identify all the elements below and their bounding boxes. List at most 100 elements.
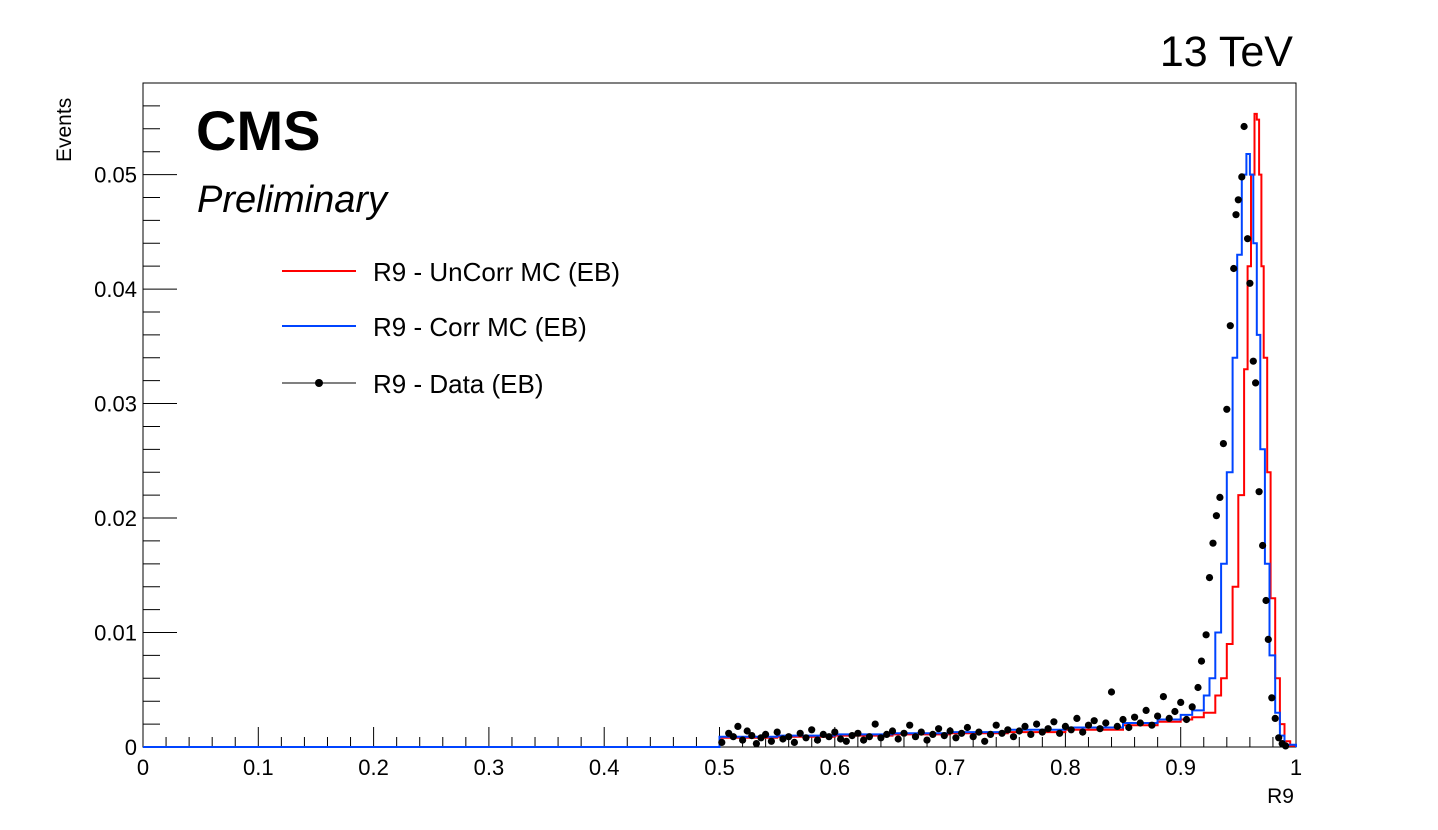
data-point: [1216, 493, 1224, 501]
data-point: [752, 740, 761, 748]
y-tick-label: 0.04: [94, 277, 137, 302]
data-point: [1009, 733, 1018, 741]
data-point: [1244, 235, 1252, 243]
data-point: [998, 729, 1006, 737]
data-point: [739, 736, 747, 744]
data-point: [1275, 734, 1283, 742]
data-point: [831, 728, 839, 736]
data-point: [946, 727, 954, 735]
legend-marker-data: [315, 379, 323, 387]
data-point: [1050, 718, 1058, 726]
data-point: [1165, 714, 1173, 723]
data-point: [790, 738, 799, 747]
legend-label-data: R9 - Data (EB): [373, 369, 544, 399]
x-axis-title: R9: [1267, 785, 1294, 808]
x-tick-label: 0: [137, 755, 149, 780]
data-point: [1194, 683, 1202, 692]
data-point: [1259, 541, 1267, 550]
data-point: [986, 730, 995, 739]
legend: R9 - UnCorr MC (EB) R9 - Corr MC (EB) R9…: [282, 257, 620, 399]
data-point: [1142, 706, 1150, 715]
data-point: [1230, 264, 1238, 273]
y-tick-label: 0.02: [94, 506, 137, 531]
y-axis-title: Events: [53, 98, 76, 162]
data-point: [1234, 196, 1242, 204]
data-point: [1282, 742, 1290, 750]
data-point: [819, 730, 827, 739]
data-point: [1264, 635, 1272, 644]
data-point: [1061, 722, 1069, 731]
data-point: [802, 734, 810, 742]
x-tick-label: 0.5: [704, 755, 735, 780]
y-tick-label: 0.01: [94, 621, 137, 646]
data-point: [1079, 728, 1087, 736]
data-point: [877, 734, 885, 742]
data-point: [894, 735, 902, 743]
data-point: [1240, 122, 1248, 131]
data-point: [1119, 715, 1127, 724]
x-axis-ticks: 0 0.1 0.2 0.3 0.4 0.5 0.6 0.7 0.8 0.9 1: [137, 727, 1302, 780]
data-point: [906, 721, 914, 729]
data-point: [773, 728, 781, 736]
data-point: [779, 735, 787, 743]
data-point: [1177, 698, 1185, 707]
x-tick-label: 1: [1290, 755, 1302, 780]
data-point: [1015, 727, 1023, 735]
data-point: [871, 720, 879, 728]
data-point: [917, 728, 925, 736]
x-tick-label: 0.6: [820, 755, 851, 780]
data-point: [1238, 173, 1246, 181]
x-tick-label: 0.3: [474, 755, 505, 780]
data-point: [865, 733, 874, 741]
data-point: [1148, 721, 1156, 729]
data-point: [743, 727, 751, 735]
data-point: [1154, 712, 1162, 720]
data-point: [900, 729, 908, 737]
data-point: [1171, 707, 1179, 716]
data-point: [1197, 657, 1206, 665]
data-point: [796, 729, 804, 737]
data-point: [992, 721, 1000, 729]
data-point: [923, 736, 931, 744]
data-point: [729, 733, 737, 741]
data-point: [1205, 574, 1214, 582]
data-point: [748, 732, 756, 740]
data-point: [1182, 715, 1191, 724]
data-point: [825, 733, 833, 741]
data-point: [848, 732, 856, 740]
data-point: [1188, 703, 1196, 711]
data-point: [1038, 728, 1046, 736]
data-point: [1067, 726, 1075, 734]
data-point: [1136, 719, 1144, 727]
data-point: [785, 733, 793, 741]
data-point: [1056, 729, 1064, 737]
data-point: [860, 736, 868, 744]
x-tick-label: 0.9: [1165, 755, 1196, 780]
data-point: [935, 725, 943, 733]
data-point: [911, 733, 920, 741]
energy-label: 13 TeV: [1160, 28, 1293, 76]
data-point: [1096, 725, 1104, 733]
data-point: [1262, 596, 1270, 605]
data-point: [1219, 440, 1227, 448]
y-axis-ticks: 0 0.01 0.02 0.03 0.04 0.05: [94, 82, 177, 760]
data-point: [1033, 720, 1041, 728]
data-point: [718, 738, 726, 747]
data-point: [888, 727, 897, 735]
data-point: [981, 737, 989, 745]
data-point: [1271, 714, 1279, 723]
data-point: [1107, 688, 1116, 696]
x-tick-label: 0.2: [358, 755, 389, 780]
data-point: [952, 734, 960, 742]
data-point: [854, 729, 862, 737]
data-point: [1255, 488, 1263, 496]
data-point: [1027, 730, 1035, 739]
data-point: [1131, 713, 1139, 721]
data-point: [1249, 357, 1257, 365]
y-tick-label: 0.05: [94, 163, 137, 188]
data-point: [1232, 211, 1240, 219]
data-point: [767, 737, 776, 745]
y-tick-label: 0.03: [94, 392, 137, 417]
cms-label: CMS: [196, 99, 320, 162]
